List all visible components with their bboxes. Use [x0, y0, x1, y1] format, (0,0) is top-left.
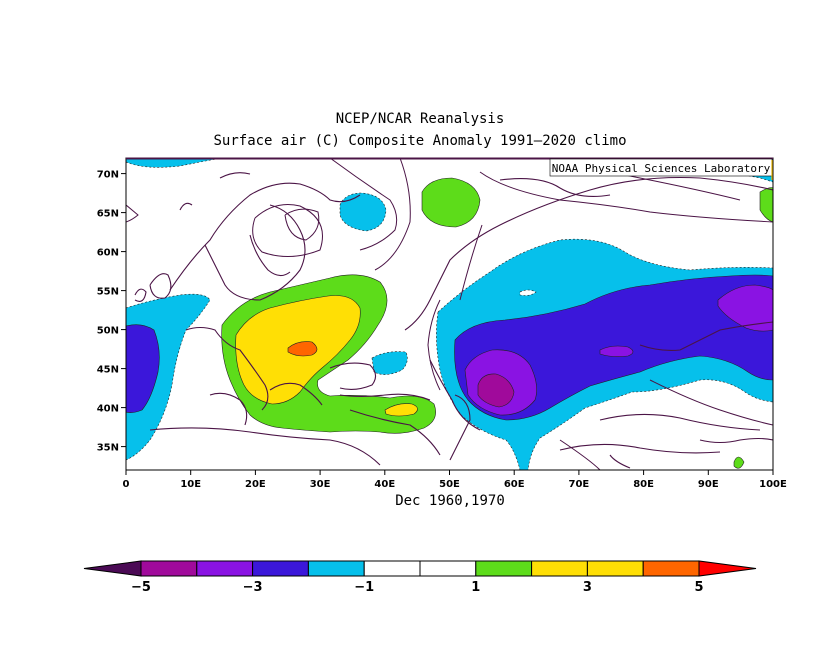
- neutral-hole: [519, 289, 537, 296]
- colorbar-low-arrow: [83, 560, 142, 577]
- lat-label: 50N: [97, 326, 119, 337]
- colorbar-swatch: [252, 560, 309, 577]
- cold-region-arctic: [126, 158, 223, 168]
- lat-label: 65N: [97, 209, 119, 220]
- colorbar-label: −1: [354, 580, 374, 595]
- colorbar: −5 −3 −1 1 3 5: [83, 560, 757, 595]
- colorbar-label: 3: [583, 580, 592, 595]
- lon-label: 0: [123, 479, 130, 490]
- lon-label: 20E: [245, 479, 266, 490]
- lon-label: 60E: [504, 479, 525, 490]
- colorbar-swatch: [586, 560, 644, 577]
- warm-region-north: [421, 177, 481, 228]
- lon-label: 90E: [698, 479, 719, 490]
- lon-label: 40E: [374, 479, 395, 490]
- lon-label: 50E: [439, 479, 460, 490]
- colorbar-swatch: [531, 560, 588, 577]
- warm-region-northeast: [759, 187, 773, 223]
- cold-region-blacksea: [371, 351, 408, 375]
- cold-region-iberia: [126, 324, 160, 413]
- colorbar-swatch: [419, 560, 477, 577]
- colorbar-high-arrow: [698, 560, 757, 577]
- map-title: NCEP/NCAR Reanalysis: [335, 111, 505, 127]
- longitude-axis: 0 10E 20E 30E 40E 50E 60E 70E 80E 90E 100E: [123, 470, 787, 490]
- coastlines: [134, 172, 773, 469]
- lat-label: 60N: [97, 248, 119, 259]
- colorbar-swatch: [140, 560, 198, 577]
- lat-label: 35N: [97, 443, 119, 454]
- warm-region-tibet: [733, 456, 745, 469]
- map-subtitle: Surface air (C) Composite Anomaly 1991–2…: [213, 133, 627, 149]
- colorbar-swatch: [307, 560, 365, 577]
- contour-fills: [126, 158, 773, 470]
- lat-label: 70N: [97, 170, 119, 181]
- lat-label: 55N: [97, 287, 119, 298]
- credit-label: NOAA Physical Sciences Laboratory: [552, 162, 771, 175]
- cold-region-barents: [339, 192, 387, 232]
- lon-label: 80E: [633, 479, 654, 490]
- warm-region-caucasus: [384, 403, 418, 417]
- cold-region-lake: [599, 345, 634, 357]
- cold-region-aral: [477, 373, 515, 408]
- lat-label: 45N: [97, 365, 119, 376]
- lon-label: 10E: [180, 479, 201, 490]
- colorbar-swatch: [196, 560, 254, 577]
- colorbar-label: 1: [471, 580, 480, 595]
- colorbar-label: −3: [243, 580, 263, 595]
- lon-label: 30E: [310, 479, 331, 490]
- cold-region-mongolia: [717, 284, 773, 332]
- contour-lines: [126, 158, 773, 470]
- colorbar-swatch: [642, 560, 700, 577]
- period-label: Dec 1960,1970: [395, 493, 505, 509]
- lon-label: 70E: [569, 479, 590, 490]
- colorbar-swatch: [475, 560, 533, 577]
- lon-label: 100E: [759, 479, 787, 490]
- colorbar-label: −5: [131, 580, 151, 595]
- latitude-axis: 70N 65N 60N 55N 50N 45N 40N 35N: [97, 170, 126, 454]
- lat-label: 40N: [97, 404, 119, 415]
- colorbar-label: 5: [694, 580, 703, 595]
- warm-region-core: [287, 341, 318, 357]
- colorbar-swatch: [363, 560, 421, 577]
